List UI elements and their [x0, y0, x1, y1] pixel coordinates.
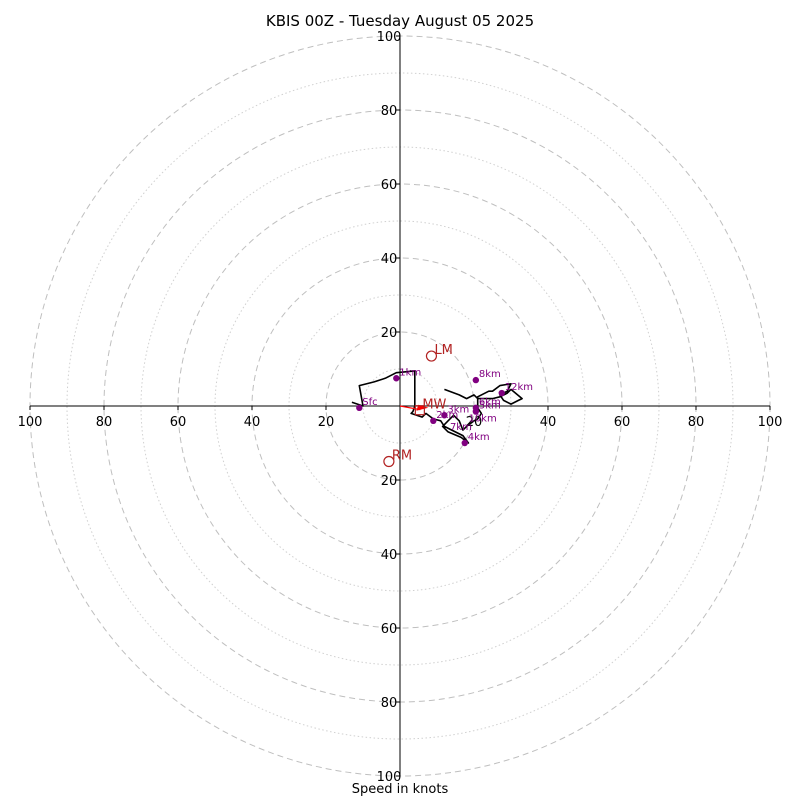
level-label: 8km [479, 369, 501, 380]
x-tick-label: 100 [758, 415, 783, 430]
y-tick-label: 100 [377, 770, 402, 785]
y-tick-label: 20 [381, 474, 398, 489]
motion-label-lm: LM [434, 343, 452, 358]
y-tick-label: 20 [381, 326, 398, 341]
level-dot [472, 404, 480, 412]
chart-title: KBIS 00Z - Tuesday August 05 2025 [265, 12, 535, 30]
y-tick-label: 80 [381, 104, 398, 119]
y-tick-label: 80 [381, 696, 398, 711]
motion-label-rm: RM [392, 449, 412, 464]
x-tick-label: 40 [540, 415, 557, 430]
y-tick-label: 100 [377, 30, 402, 45]
level-label: 12km [505, 382, 533, 393]
level-dot [356, 404, 363, 412]
x-tick-label: 40 [244, 415, 261, 430]
level-dot [441, 412, 448, 419]
x-tick-label: 60 [614, 415, 631, 430]
level-label: 1km [399, 367, 421, 378]
x-tick-label: 60 [170, 415, 187, 430]
level-dot [472, 376, 480, 384]
y-tick-label: 60 [381, 178, 398, 193]
x-axis-label: Speed in knots [351, 782, 449, 797]
level-label: 5km [479, 401, 501, 412]
level-label: 4km [468, 432, 490, 443]
level-label: 7km [450, 422, 472, 433]
motion-marker-lm [425, 350, 438, 362]
x-tick-label: 80 [96, 415, 113, 430]
hodograph-trace [351, 370, 523, 444]
level-dot [430, 417, 437, 424]
level-dot [498, 389, 505, 397]
y-tick-label: 60 [381, 622, 398, 637]
level-label: 10km [468, 414, 496, 425]
motion-marker-rm [383, 455, 395, 468]
level-label: 3km [447, 404, 469, 415]
y-tick-label: 40 [381, 252, 398, 267]
level-label: 6km [479, 397, 501, 408]
x-tick-label: 100 [18, 415, 43, 430]
x-tick-label: 80 [688, 415, 705, 430]
x-tick-label: 20 [318, 415, 335, 430]
y-tick-label: 40 [381, 548, 398, 563]
level-dot [393, 375, 400, 382]
motion-label-mw: MW [422, 398, 446, 413]
level-label: Sfc [362, 397, 377, 408]
level-dot [461, 439, 468, 447]
mw-marker [414, 405, 425, 416]
